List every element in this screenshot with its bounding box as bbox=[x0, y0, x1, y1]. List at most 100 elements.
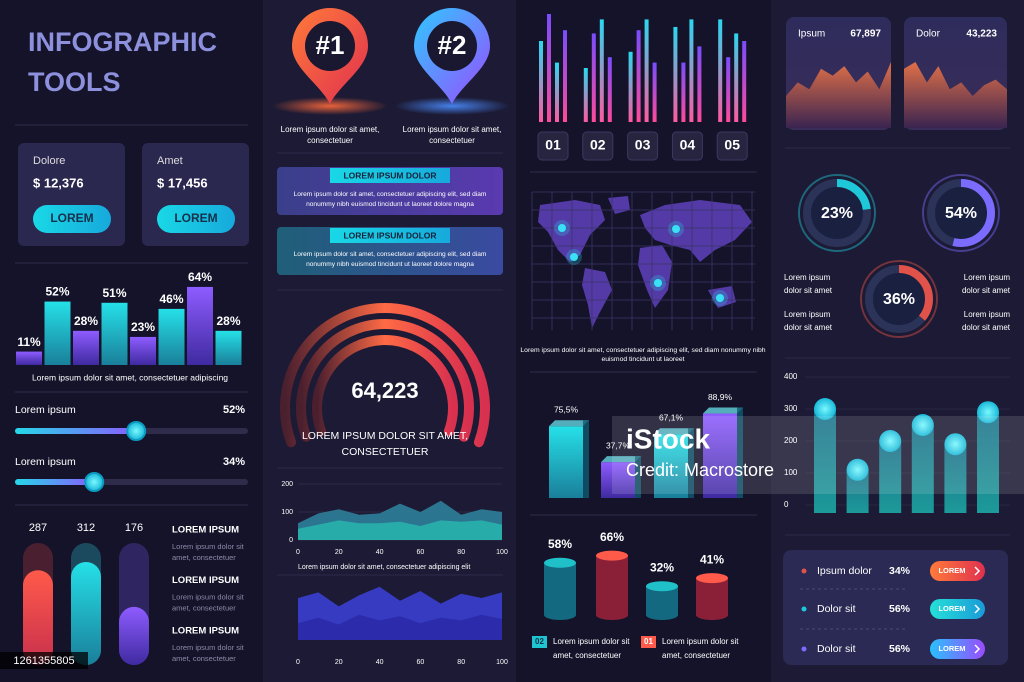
donut-label: 36% bbox=[883, 291, 915, 308]
mini-area bbox=[904, 62, 1007, 128]
pin-label: #1 bbox=[316, 30, 345, 60]
legend-title: LOREM IPSUM bbox=[172, 575, 239, 586]
bar-3d-side bbox=[635, 456, 641, 498]
cylinder bbox=[596, 555, 628, 615]
title: TOOLS bbox=[28, 67, 121, 97]
button-label: LOREM bbox=[50, 211, 93, 225]
y-tick-label: 400 bbox=[784, 372, 798, 381]
button[interactable] bbox=[930, 561, 985, 581]
group-label: 04 bbox=[680, 137, 696, 153]
value-label: 52% bbox=[45, 285, 69, 299]
donut-label: 23% bbox=[821, 205, 853, 222]
column-cap bbox=[977, 401, 999, 424]
x-tick-label: 0 bbox=[296, 659, 300, 666]
banner-text: Lorem ipsum dolor sit amet, consectetuer… bbox=[294, 251, 487, 258]
bar bbox=[16, 351, 42, 365]
column bbox=[911, 425, 934, 513]
caption: Lorem ipsum dolor sit amet, consectetuer… bbox=[520, 347, 765, 354]
button[interactable] bbox=[930, 639, 985, 659]
column-cap bbox=[846, 458, 869, 481]
bar-3d bbox=[549, 426, 583, 498]
note: dolor sit amet bbox=[962, 286, 1011, 295]
pill-bar bbox=[71, 562, 101, 665]
note: Lorem ipsum bbox=[784, 273, 831, 282]
thin-bar bbox=[644, 19, 649, 122]
map-dot bbox=[716, 294, 724, 302]
thin-bar bbox=[555, 62, 559, 122]
button-label: LOREM bbox=[938, 604, 965, 613]
legend-text: amet, consectetuer bbox=[172, 654, 236, 663]
legend-text: amet, consectetuer bbox=[553, 651, 621, 660]
gauge-value: 64,223 bbox=[351, 378, 418, 403]
banner-title: LOREM IPSUM DOLOR bbox=[343, 230, 436, 240]
caption: CONSECTETUER bbox=[342, 446, 429, 458]
value-label: 64% bbox=[188, 270, 212, 284]
list-dot bbox=[801, 606, 807, 612]
y-tick-label: 200 bbox=[281, 481, 293, 488]
thin-bar bbox=[583, 68, 588, 122]
value-label: 41% bbox=[700, 552, 724, 566]
bar bbox=[130, 336, 156, 365]
banner-tag bbox=[330, 228, 450, 243]
y-tick-label: 0 bbox=[784, 500, 789, 509]
watermark-id-bg bbox=[0, 652, 88, 669]
slider-knob[interactable] bbox=[84, 472, 105, 492]
banner-text: nonummy nibh euismod tincidunt ut laoree… bbox=[306, 201, 474, 208]
title: INFOGRAPHIC bbox=[28, 27, 217, 57]
button-label: LOREM bbox=[938, 644, 965, 653]
legend-text: Lorem ipsum dolor sit bbox=[172, 643, 245, 652]
donut-label: 54% bbox=[945, 205, 977, 222]
bar-3d-top bbox=[703, 407, 743, 414]
map-dot bbox=[654, 279, 662, 287]
chevron bbox=[974, 566, 981, 576]
map-dot bbox=[672, 225, 680, 233]
thin-bar bbox=[673, 26, 678, 122]
y-tick-label: 100 bbox=[281, 509, 293, 516]
group-box bbox=[627, 131, 659, 161]
pin-hole bbox=[427, 21, 477, 71]
value-label: 287 bbox=[29, 522, 47, 534]
thin-bar bbox=[547, 14, 551, 122]
slider-value: 34% bbox=[223, 456, 245, 468]
watermark-brand: iStock bbox=[626, 423, 710, 454]
card-value: $ 17,456 bbox=[157, 175, 208, 190]
cylinder bbox=[544, 562, 576, 615]
banner-title: LOREM IPSUM DOLOR bbox=[343, 170, 436, 180]
list-label: Ipsum dolor bbox=[817, 565, 872, 577]
bar-3d bbox=[601, 462, 635, 498]
button[interactable] bbox=[157, 205, 235, 233]
thin-bar bbox=[697, 46, 702, 122]
x-tick-label: 60 bbox=[417, 659, 425, 666]
cylinder-top bbox=[646, 581, 678, 592]
mini-label: Ipsum bbox=[798, 29, 825, 40]
x-tick-label: 20 bbox=[335, 659, 343, 666]
pill-bar bbox=[23, 570, 53, 665]
mini-value: 67,897 bbox=[850, 29, 881, 40]
legend-text: Lorem ipsum dolor sit bbox=[553, 637, 630, 646]
gauge-arc bbox=[312, 335, 458, 437]
value-label: 58% bbox=[548, 537, 572, 551]
note: dolor sit amet bbox=[784, 286, 833, 295]
thin-bar bbox=[628, 51, 633, 122]
value-label: 37,7% bbox=[606, 440, 631, 450]
button[interactable] bbox=[33, 205, 111, 233]
x-tick-label: 100 bbox=[496, 659, 508, 666]
legend-title: LOREM IPSUM bbox=[172, 626, 239, 637]
column-cap bbox=[879, 430, 902, 452]
thin-bar bbox=[599, 19, 604, 122]
list-dot bbox=[801, 568, 807, 574]
column bbox=[944, 444, 967, 513]
slider-knob[interactable] bbox=[126, 421, 147, 441]
thin-bar bbox=[734, 33, 739, 122]
watermark-id: 1261355805 bbox=[13, 655, 74, 667]
donut-arc bbox=[803, 179, 871, 247]
value-label: 88,9% bbox=[708, 392, 733, 402]
button[interactable] bbox=[930, 599, 985, 619]
caption: consectetuer bbox=[429, 136, 475, 145]
mini-area bbox=[786, 62, 891, 128]
bar-3d bbox=[654, 434, 688, 498]
column-cap bbox=[911, 414, 934, 436]
x-tick-label: 40 bbox=[376, 549, 384, 556]
list-value: 56% bbox=[889, 603, 911, 615]
value-label: 51% bbox=[102, 286, 126, 300]
